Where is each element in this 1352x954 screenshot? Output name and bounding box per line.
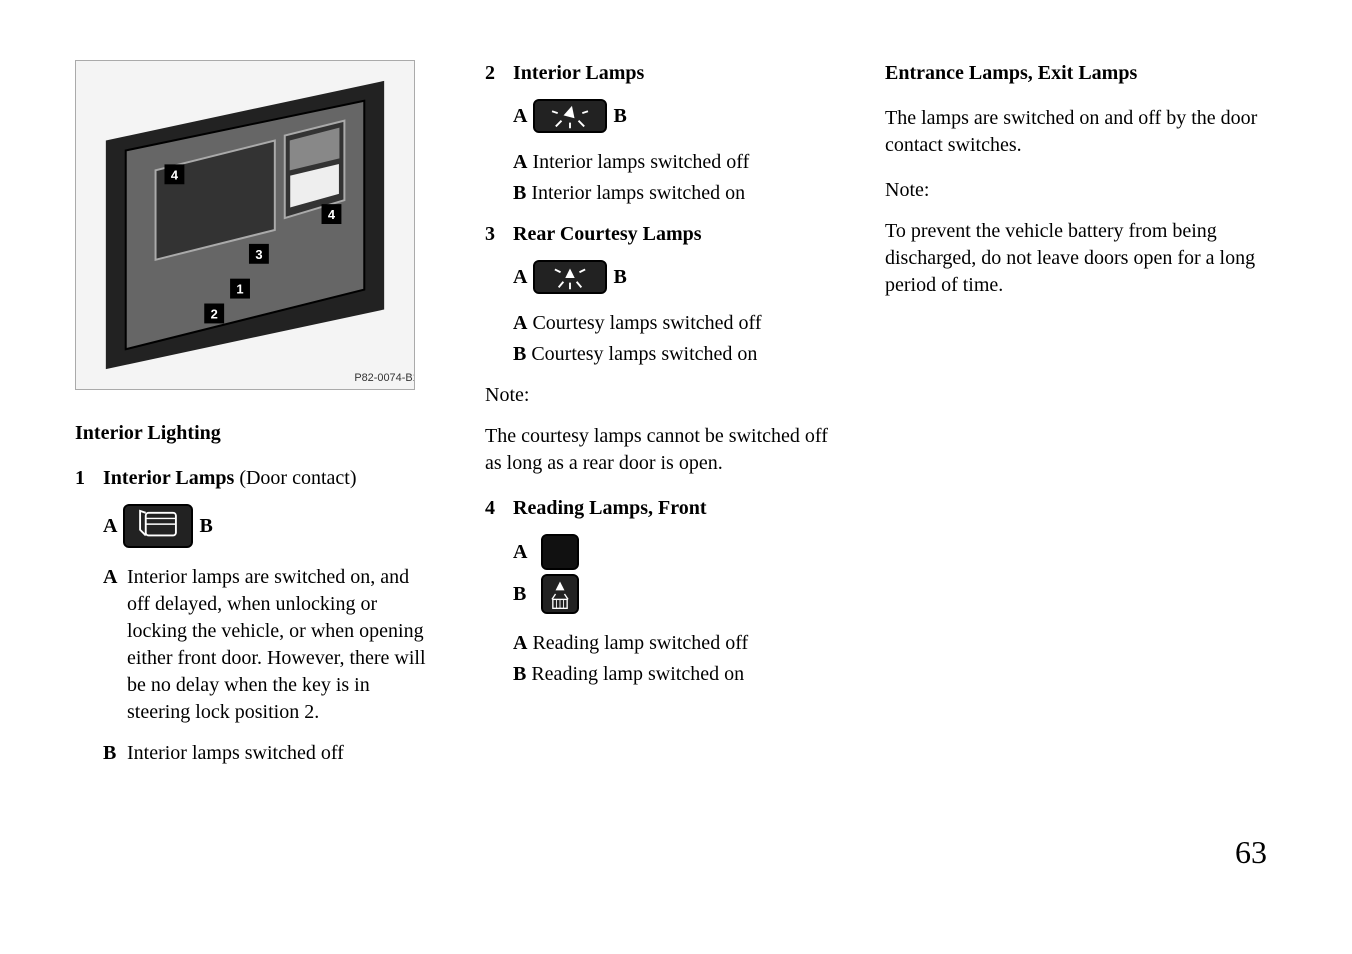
item-2-number: 2 [485,60,513,87]
item-3-desc-a: A Courtesy lamps switched off [513,310,835,337]
item-2-label-a: A [513,103,527,130]
item-4-desc-b: B Reading lamp switched on [513,661,835,688]
item-1-switch-row: A B [103,504,435,548]
entrance-exit-heading: Entrance Lamps, Exit Lamps [885,60,1267,87]
item-1-title: Interior Lamps (Door contact) [103,465,356,492]
item-2-label-b: B [613,103,626,130]
item-4-desc-a: A Reading lamp switched off [513,630,835,657]
item-4-desc-list: A Reading lamp switched off B Reading la… [513,630,835,688]
item-3-label-b: B [613,264,626,291]
item-1-desc-a-text: Interior lamps are switched on, and off … [127,564,435,726]
interior-lighting-heading: Interior Lighting [75,420,435,447]
col3-para1: The lamps are switched on and off by the… [885,105,1267,159]
item-1-desc-a: A Interior lamps are switched on, and of… [103,564,435,726]
col3-note-text: To prevent the vehicle battery from bein… [885,218,1267,299]
item-2-desc-list: A Interior lamps switched off B Interior… [513,149,835,207]
column-2: 2 Interior Lamps A B A Interior lamps sw… [485,60,835,781]
col3-note-label: Note: [885,177,1267,204]
item-1-desc-a-letter: A [103,564,127,726]
reading-lamp-off-icon [541,534,579,570]
item-3-desc-b: B Courtesy lamps switched on [513,341,835,368]
svg-text:2: 2 [211,306,218,321]
item-1-desc-b-text: Interior lamps switched off [127,740,344,767]
col2-note-label: Note: [485,382,835,409]
page-number: 63 [1235,831,1267,874]
svg-text:3: 3 [255,247,262,262]
item-2-row: 2 Interior Lamps [485,60,835,87]
item-2-switch-row: A B [513,99,835,133]
col2-note-text: The courtesy lamps cannot be switched of… [485,423,835,477]
item-3-number: 3 [485,221,513,248]
interior-lamp-icon [533,99,607,133]
reading-lamp-on-icon [541,574,579,614]
item-1-desc-b-letter: B [103,740,127,767]
item-3-label-a: A [513,264,527,291]
item-4-label-a: A [513,539,531,566]
item-3-desc-list: A Courtesy lamps switched off B Courtesy… [513,310,835,368]
item-4-number: 4 [485,495,513,522]
item-4-label-b: B [513,581,531,608]
item-1-label-b: B [199,513,212,540]
svg-text:4: 4 [328,207,336,222]
item-1-row: 1 Interior Lamps (Door contact) [75,465,435,492]
overhead-console-image: 4 1 2 3 4 P82-0074-B13 [75,60,415,390]
column-1: 4 1 2 3 4 P82-0074-B13 Interior Lighting… [75,60,435,781]
column-3: Entrance Lamps, Exit Lamps The lamps are… [885,60,1267,781]
item-3-row: 3 Rear Courtesy Lamps [485,221,835,248]
courtesy-lamp-icon [533,260,607,294]
item-2-desc-b: B Interior lamps switched on [513,180,835,207]
item-3-switch-row: A B [513,260,835,294]
item-1-number: 1 [75,465,103,492]
item-4-row: 4 Reading Lamps, Front [485,495,835,522]
item-3-title: Rear Courtesy Lamps [513,221,702,248]
svg-text:4: 4 [171,167,179,182]
item-2-title: Interior Lamps [513,60,644,87]
door-contact-icon [123,504,193,548]
svg-text:1: 1 [236,282,243,297]
item-4-switch-vert: A B [513,534,835,614]
item-1-label-a: A [103,513,117,540]
image-part-number: P82-0074-B13 [354,372,414,384]
item-4-title: Reading Lamps, Front [513,495,707,522]
item-2-desc-a: A Interior lamps switched off [513,149,835,176]
page-columns: 4 1 2 3 4 P82-0074-B13 Interior Lighting… [75,60,1267,781]
item-1-desc-b: B Interior lamps switched off [103,740,435,767]
